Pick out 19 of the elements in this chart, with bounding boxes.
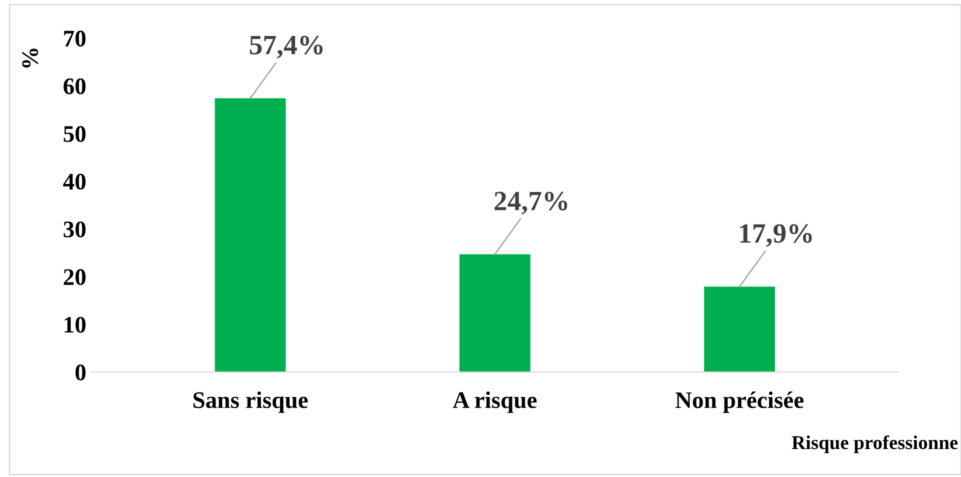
y-axis-title: % — [22, 48, 38, 68]
data-label: 17,9% — [740, 224, 812, 247]
y-tick-label: 50 — [64, 126, 86, 142]
y-tick-label: 10 — [64, 316, 86, 333]
bar — [214, 98, 286, 372]
y-tick-label: 0 — [76, 364, 86, 380]
data-label: 57,4% — [250, 36, 323, 58]
x-tick-label: Sans risque — [193, 392, 308, 413]
y-tick-label: 70 — [64, 30, 86, 47]
y-tick-label: 60 — [64, 78, 86, 94]
data-label: 24,7% — [494, 192, 568, 214]
y-tick-label: 40 — [63, 174, 86, 190]
bar — [459, 254, 530, 372]
x-tick-label: Non précisée — [675, 392, 804, 413]
x-axis-title: Risque professionne — [792, 435, 958, 454]
bar — [704, 286, 776, 372]
y-tick-label: 30 — [64, 221, 86, 238]
x-tick-label: A risque — [452, 392, 537, 413]
y-tick-label: 20 — [64, 269, 86, 286]
